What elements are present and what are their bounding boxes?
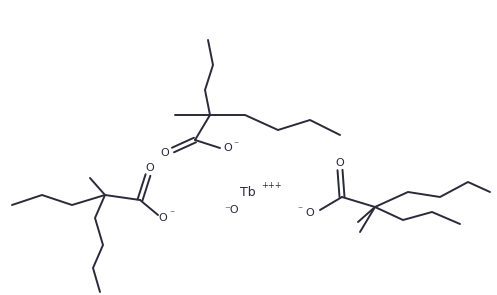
Text: ⁻: ⁻ (234, 140, 239, 150)
Text: O: O (335, 158, 344, 168)
Text: O: O (161, 148, 169, 158)
Text: +++: +++ (261, 181, 282, 191)
Text: ⁻: ⁻ (297, 205, 303, 215)
Text: O: O (146, 163, 155, 173)
Text: O: O (306, 208, 315, 218)
Text: ⁻: ⁻ (169, 209, 174, 219)
Text: O: O (159, 213, 167, 223)
Text: ⁻O: ⁻O (225, 205, 240, 215)
Text: O: O (224, 143, 233, 153)
Text: Tb: Tb (240, 186, 256, 199)
